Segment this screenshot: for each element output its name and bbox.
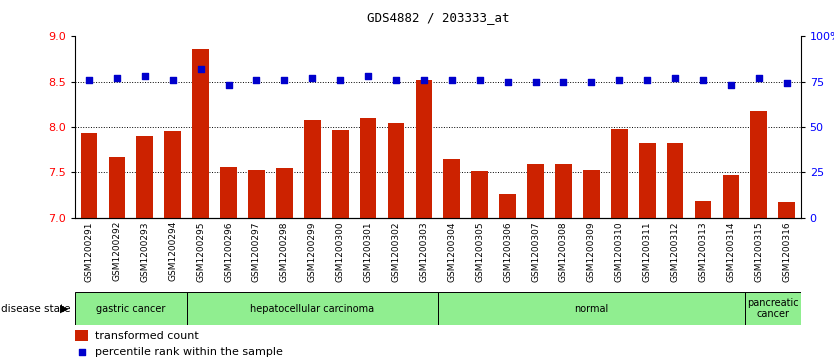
Point bbox=[249, 77, 263, 83]
Text: pancreatic
cancer: pancreatic cancer bbox=[747, 298, 798, 319]
Text: GSM1200306: GSM1200306 bbox=[503, 221, 512, 282]
Bar bbox=[332, 130, 349, 218]
Text: GSM1200312: GSM1200312 bbox=[671, 221, 680, 282]
Point bbox=[75, 349, 88, 355]
Bar bbox=[444, 159, 460, 218]
Text: GSM1200293: GSM1200293 bbox=[140, 221, 149, 282]
Text: GSM1200316: GSM1200316 bbox=[782, 221, 791, 282]
Point bbox=[278, 77, 291, 83]
Text: GSM1200303: GSM1200303 bbox=[420, 221, 429, 282]
Point bbox=[445, 77, 459, 83]
Bar bbox=[75, 292, 187, 325]
Bar bbox=[745, 292, 801, 325]
Bar bbox=[639, 143, 656, 218]
Text: GSM1200305: GSM1200305 bbox=[475, 221, 485, 282]
Bar bbox=[75, 330, 88, 341]
Text: GSM1200307: GSM1200307 bbox=[531, 221, 540, 282]
Point bbox=[612, 77, 626, 83]
Bar bbox=[778, 202, 795, 218]
Bar bbox=[187, 292, 438, 325]
Text: GSM1200310: GSM1200310 bbox=[615, 221, 624, 282]
Bar bbox=[583, 170, 600, 218]
Text: GSM1200313: GSM1200313 bbox=[698, 221, 707, 282]
Point bbox=[389, 77, 403, 83]
Bar bbox=[722, 175, 739, 218]
Text: GSM1200304: GSM1200304 bbox=[447, 221, 456, 282]
Text: GSM1200300: GSM1200300 bbox=[335, 221, 344, 282]
Text: percentile rank within the sample: percentile rank within the sample bbox=[95, 347, 283, 357]
Point bbox=[752, 75, 766, 81]
Bar bbox=[248, 170, 265, 218]
Bar bbox=[751, 111, 767, 218]
Point bbox=[110, 75, 123, 81]
Bar bbox=[610, 129, 628, 218]
Text: GSM1200311: GSM1200311 bbox=[643, 221, 651, 282]
Point bbox=[417, 77, 430, 83]
Point bbox=[529, 79, 542, 85]
Bar bbox=[695, 201, 711, 218]
Text: normal: normal bbox=[575, 303, 609, 314]
Bar bbox=[193, 49, 209, 218]
Bar bbox=[108, 157, 125, 218]
Text: GSM1200308: GSM1200308 bbox=[559, 221, 568, 282]
Bar bbox=[471, 171, 488, 218]
Bar bbox=[415, 80, 432, 218]
Point bbox=[222, 82, 235, 88]
Point bbox=[194, 66, 208, 72]
Text: GDS4882 / 203333_at: GDS4882 / 203333_at bbox=[367, 11, 509, 24]
Bar bbox=[359, 118, 376, 218]
Text: GSM1200295: GSM1200295 bbox=[196, 221, 205, 282]
Bar bbox=[81, 133, 98, 218]
Text: GSM1200297: GSM1200297 bbox=[252, 221, 261, 282]
Point bbox=[780, 81, 793, 86]
Bar bbox=[220, 167, 237, 218]
Text: GSM1200292: GSM1200292 bbox=[113, 221, 122, 281]
Point bbox=[724, 82, 737, 88]
Point bbox=[501, 79, 515, 85]
Point bbox=[166, 77, 179, 83]
Point bbox=[668, 75, 681, 81]
Text: GSM1200301: GSM1200301 bbox=[364, 221, 373, 282]
Text: GSM1200296: GSM1200296 bbox=[224, 221, 233, 282]
Point bbox=[138, 73, 152, 79]
Text: gastric cancer: gastric cancer bbox=[96, 303, 166, 314]
Text: GSM1200309: GSM1200309 bbox=[587, 221, 595, 282]
Bar bbox=[555, 164, 572, 218]
Bar bbox=[666, 143, 683, 218]
Bar bbox=[527, 164, 544, 218]
Bar bbox=[137, 136, 153, 218]
Text: GSM1200315: GSM1200315 bbox=[754, 221, 763, 282]
Text: GSM1200291: GSM1200291 bbox=[84, 221, 93, 282]
Point bbox=[361, 73, 374, 79]
Point bbox=[473, 77, 486, 83]
Text: disease state: disease state bbox=[1, 303, 70, 314]
Text: transformed count: transformed count bbox=[95, 331, 198, 341]
Text: GSM1200294: GSM1200294 bbox=[168, 221, 178, 281]
Point bbox=[305, 75, 319, 81]
Text: ▶: ▶ bbox=[60, 303, 68, 314]
Point bbox=[334, 77, 347, 83]
Bar bbox=[438, 292, 745, 325]
Bar bbox=[304, 120, 320, 218]
Point bbox=[641, 77, 654, 83]
Bar bbox=[388, 122, 404, 218]
Bar bbox=[164, 131, 181, 218]
Text: hepatocellular carcinoma: hepatocellular carcinoma bbox=[250, 303, 374, 314]
Point bbox=[585, 79, 598, 85]
Bar bbox=[276, 168, 293, 218]
Point bbox=[696, 77, 710, 83]
Point bbox=[83, 77, 96, 83]
Text: GSM1200314: GSM1200314 bbox=[726, 221, 736, 282]
Text: GSM1200302: GSM1200302 bbox=[391, 221, 400, 282]
Text: GSM1200298: GSM1200298 bbox=[280, 221, 289, 282]
Text: GSM1200299: GSM1200299 bbox=[308, 221, 317, 282]
Bar bbox=[500, 194, 516, 218]
Point bbox=[557, 79, 570, 85]
